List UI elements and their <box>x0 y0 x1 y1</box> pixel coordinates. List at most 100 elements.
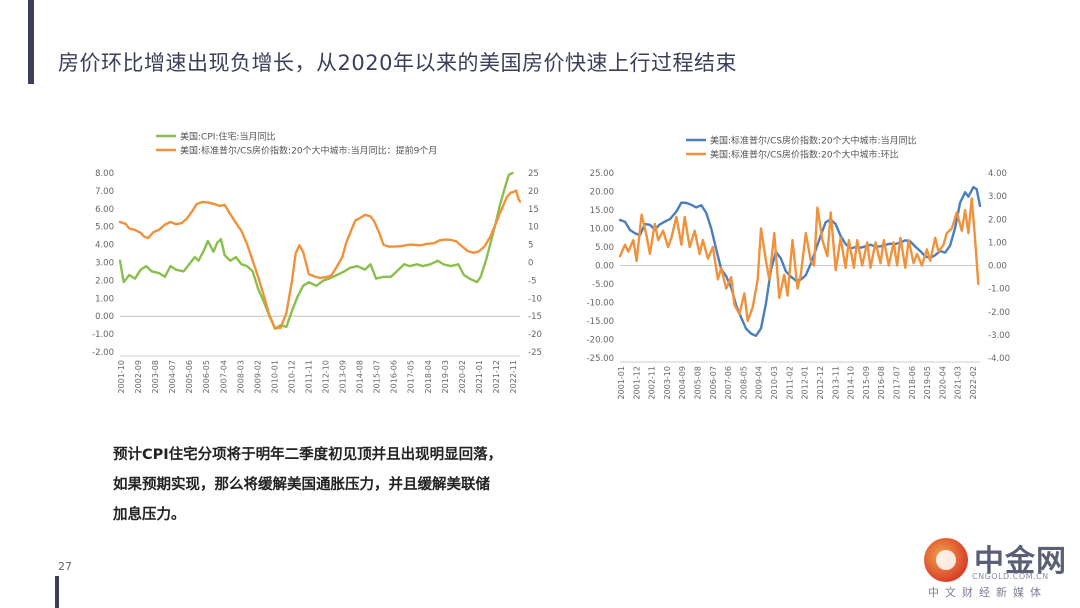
x-tick-label: 2016-06 <box>390 360 399 393</box>
x-tick-label: 2001-10 <box>117 360 126 393</box>
x-tick-label: 2019-05 <box>923 366 932 399</box>
y-right-tick-label: 10 <box>528 223 539 233</box>
x-tick-label: 2009-04 <box>755 366 764 399</box>
title-accent-bar <box>28 0 34 84</box>
y-right-tick-label: 20 <box>528 187 539 197</box>
x-tick-label: 2021-03 <box>954 366 963 399</box>
y-left-tick-label: 10.00 <box>590 225 614 235</box>
x-tick-label: 2020-02 <box>458 360 467 393</box>
x-tick-label: 2007-06 <box>724 366 733 399</box>
y-right-tick-label: 1.00 <box>988 238 1007 248</box>
y-left-tick-label: 0.00 <box>595 262 614 272</box>
y-left-tick-label: 25.00 <box>590 169 614 179</box>
x-tick-label: 2011-02 <box>785 366 794 399</box>
x-tick-label: 2013-11 <box>831 366 840 399</box>
y-right-tick-label: -2.00 <box>988 308 1010 318</box>
series-line <box>118 189 522 330</box>
y-right-tick-label: 2.00 <box>988 215 1007 225</box>
y-right-tick-label: 25 <box>528 169 539 179</box>
x-tick-label: 2002-09 <box>134 360 143 393</box>
x-tick-label: 2018-04 <box>424 360 433 393</box>
x-tick-label: 2008-03 <box>236 360 245 393</box>
y-left-tick-label: 4.00 <box>95 241 114 251</box>
y-left-tick-label: 5.00 <box>95 223 114 233</box>
y-right-tick-label: -20 <box>528 330 542 340</box>
summary-line: 如果预期实现，那么将缓解美国通胀压力，并且缓解美联储 <box>113 477 490 493</box>
chart-house-price-yoy-vs-mom: 美国:标准普尔/CS房价指数:20个大中城市:当月同比 美国:标准普尔/CS房价指… <box>560 120 1030 410</box>
x-tick-label: 2021-12 <box>492 360 501 393</box>
x-tick-label: 2002-11 <box>648 366 657 399</box>
logo-name: 中金网 <box>974 544 1067 579</box>
y-left-tick-label: -15.00 <box>587 317 614 327</box>
y-left-tick-label: 2.00 <box>95 276 114 286</box>
x-tick-label: 2015-07 <box>373 360 382 393</box>
y-left-tick-label: 3.00 <box>95 259 114 269</box>
y-left-tick-label: 5.00 <box>595 243 614 253</box>
y-left-tick-label: -25.00 <box>587 354 614 364</box>
y-left-tick-label: 8.00 <box>95 169 114 179</box>
page-number: 27 <box>58 560 72 573</box>
x-tick-label: 2017-05 <box>407 360 416 393</box>
summary-text: 预计CPI住宅分项将于明年二季度初见顶并且出现明显回落， 如果预期实现，那么将缓… <box>113 440 543 530</box>
x-tick-label: 2012-01 <box>801 366 810 399</box>
y-right-tick-label: -1.00 <box>988 285 1010 295</box>
x-tick-label: 2004-07 <box>168 360 177 393</box>
summary-line: 加息压力。 <box>113 507 186 523</box>
x-tick-label: 2005-06 <box>185 360 194 393</box>
x-tick-label: 2014-08 <box>356 360 365 393</box>
y-left-tick-label: 20.00 <box>590 188 614 198</box>
y-right-tick-label: 5 <box>528 241 533 251</box>
footer-accent-bar <box>55 576 59 608</box>
x-tick-label: 2014-10 <box>847 366 856 399</box>
y-left-tick-label: 1.00 <box>95 294 114 304</box>
x-tick-label: 2005-08 <box>694 366 703 399</box>
x-tick-label: 2013-09 <box>339 360 348 393</box>
x-tick-label: 2018-06 <box>908 366 917 399</box>
y-right-tick-label: -15 <box>528 312 542 322</box>
summary-line: 预计CPI住宅分项将于明年二季度初见顶并且出现明显回落， <box>113 447 503 463</box>
y-right-tick-label: -4.00 <box>988 354 1010 364</box>
page-title: 房价环比增速出现负增长，从2020年以来的美国房价快速上行过程结束 <box>58 51 737 75</box>
x-tick-label: 2012-10 <box>322 360 331 393</box>
logo-domain: CNGOLD.COM.CN <box>972 572 1049 581</box>
legend-label: 美国:标准普尔/CS房价指数:20个大中城市:当月同比 <box>710 135 917 147</box>
x-tick-label: 2008-05 <box>739 366 748 399</box>
y-right-tick-label: -3.00 <box>988 331 1010 341</box>
x-tick-label: 2010-12 <box>287 360 296 393</box>
chart-svg-right: 美国:标准普尔/CS房价指数:20个大中城市:当月同比美国:标准普尔/CS房价指… <box>587 135 1010 400</box>
y-left-tick-label: -1.00 <box>92 330 114 340</box>
x-tick-label: 2022-02 <box>969 366 978 399</box>
x-tick-label: 2017-07 <box>892 366 901 399</box>
x-tick-label: 2012-12 <box>816 366 825 399</box>
y-left-tick-label: 0.00 <box>95 312 114 322</box>
logo-mark-icon <box>924 538 968 582</box>
x-tick-label: 2006-07 <box>709 366 718 399</box>
x-tick-label: 2004-09 <box>678 366 687 399</box>
chart-svg-left: 美国:CPI:住宅:当月同比美国:标准普尔/CS房价指数:20个大中城市:当月同… <box>92 131 542 394</box>
y-right-tick-label: -25 <box>528 348 542 358</box>
x-tick-label: 2015-09 <box>862 366 871 399</box>
x-tick-label: 2022-11 <box>509 360 518 393</box>
legend-label: 美国:标准普尔/CS房价指数:20个大中城市:当月同比：提前9个月 <box>180 145 437 157</box>
y-right-tick-label: 3.00 <box>988 192 1007 202</box>
y-left-tick-label: -20.00 <box>587 336 614 346</box>
y-left-tick-label: 6.00 <box>95 205 114 215</box>
y-left-tick-label: 15.00 <box>590 206 614 216</box>
x-tick-label: 2010-01 <box>270 360 279 393</box>
y-right-tick-label: -10 <box>528 294 542 304</box>
x-tick-label: 2001-12 <box>632 366 641 399</box>
x-tick-label: 2003-08 <box>151 360 160 393</box>
y-left-tick-label: -10.00 <box>587 299 614 309</box>
series-line <box>118 171 514 330</box>
x-tick-label: 2007-04 <box>219 360 228 393</box>
legend-label: 美国:标准普尔/CS房价指数:20个大中城市:环比 <box>710 149 899 161</box>
x-tick-label: 2021-01 <box>475 360 484 393</box>
series-line <box>618 197 980 323</box>
series-line <box>618 185 982 337</box>
y-left-tick-label: 7.00 <box>95 187 114 197</box>
chart-house-price-vs-cpi-shelter: 美国:CPI:住宅:当月同比 美国:标准普尔/CS房价指数:20个大中城市:当月同… <box>70 120 570 410</box>
y-right-tick-label: 15 <box>528 205 539 215</box>
x-tick-label: 2001-01 <box>617 366 626 399</box>
y-right-tick-label: -5 <box>528 276 536 286</box>
x-tick-label: 2009-02 <box>253 360 262 393</box>
